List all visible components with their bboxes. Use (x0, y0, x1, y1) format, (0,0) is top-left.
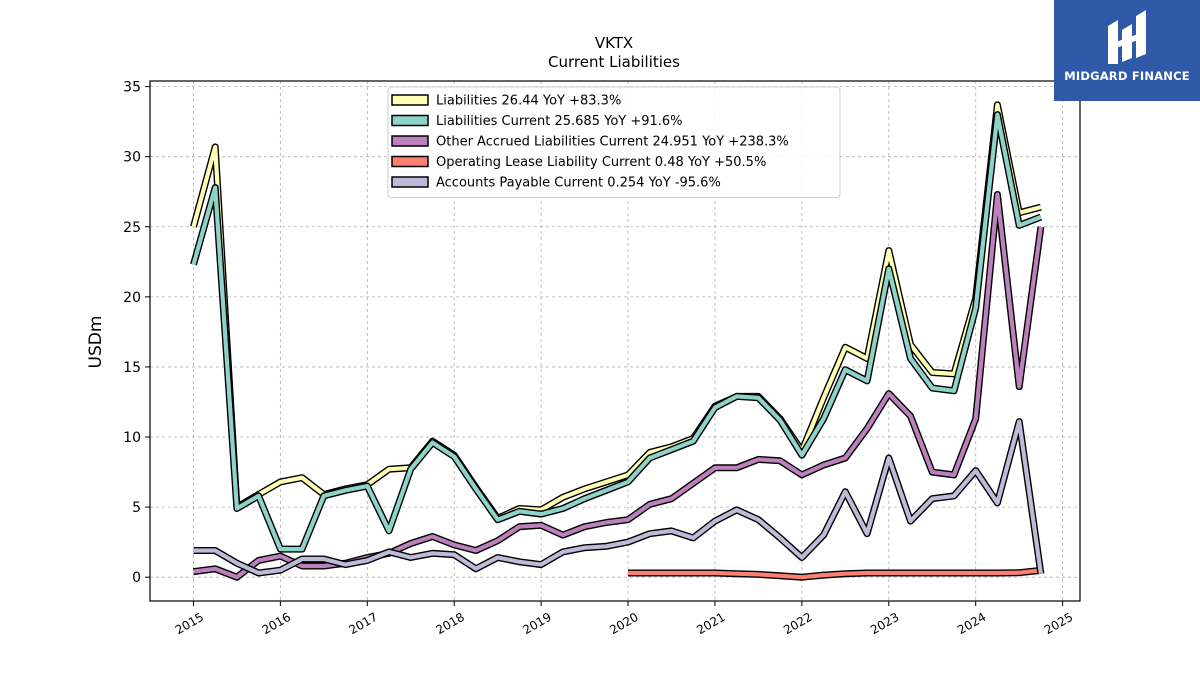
series-line (193, 419, 1043, 576)
legend-label: Liabilities Current 25.685 YoY +91.6% (436, 114, 683, 129)
y-tick-label: 30 (123, 150, 141, 166)
x-tick-label: 2024 (955, 610, 988, 637)
legend-label: Operating Lease Liability Current 0.48 Y… (436, 155, 766, 170)
x-axis: 2015 2016 2017 2018 2019 2020 2021 2022 2023 2024… (173, 601, 1075, 637)
legend-swatch (391, 135, 429, 147)
x-tick-label: 2017 (347, 610, 380, 637)
x-tick-label: 2015 (173, 610, 206, 637)
x-tick-label: 2016 (260, 610, 293, 637)
y-axis: 0 5 10 15 20 25 30 35 (123, 80, 150, 586)
x-tick-label: 2021 (694, 610, 727, 637)
legend-box (387, 86, 841, 198)
logo-text: MIDGARD FINANCE (1064, 69, 1190, 83)
y-tick-label: 15 (123, 360, 141, 376)
legend-label: Other Accrued Liabilities Current 24.951… (436, 135, 789, 150)
chart-title: VKTX (595, 34, 633, 52)
y-tick-label: 0 (132, 570, 141, 586)
legend-swatch (391, 176, 429, 188)
series-line (191, 112, 1042, 552)
legend-swatch (391, 155, 429, 168)
legend-swatch (391, 114, 429, 127)
legend-swatch (391, 94, 429, 106)
y-tick-label: 20 (123, 290, 141, 306)
y-tick-label: 10 (123, 430, 141, 446)
x-tick-label: 2019 (520, 610, 553, 637)
y-tick-label: 35 (123, 80, 141, 96)
x-tick-label: 2023 (868, 610, 901, 637)
plot-frame (149, 80, 1081, 602)
series-layer (190, 101, 1045, 581)
legend-label: Liabilities 26.44 YoY +83.3% (436, 94, 621, 109)
chart-subtitle: Current Liabilities (548, 53, 680, 71)
y-tick-label: 25 (123, 220, 141, 236)
logo-mark-icon (1108, 10, 1146, 64)
legend: Liabilities 26.44 YoY +83.3% Liabilities … (387, 86, 841, 198)
x-tick-label: 2018 (433, 610, 466, 637)
x-tick-label: 2022 (781, 610, 814, 637)
series-line (628, 568, 1042, 580)
x-tick-label: 2025 (1042, 610, 1075, 637)
y-tick-label: 5 (132, 500, 141, 516)
midgard-finance-logo: MIDGARD FINANCE (1054, 0, 1200, 101)
y-axis-label: USDm (86, 316, 106, 369)
legend-label: Accounts Payable Current 0.254 YoY -95.6… (436, 176, 721, 191)
x-tick-label: 2020 (607, 610, 640, 637)
